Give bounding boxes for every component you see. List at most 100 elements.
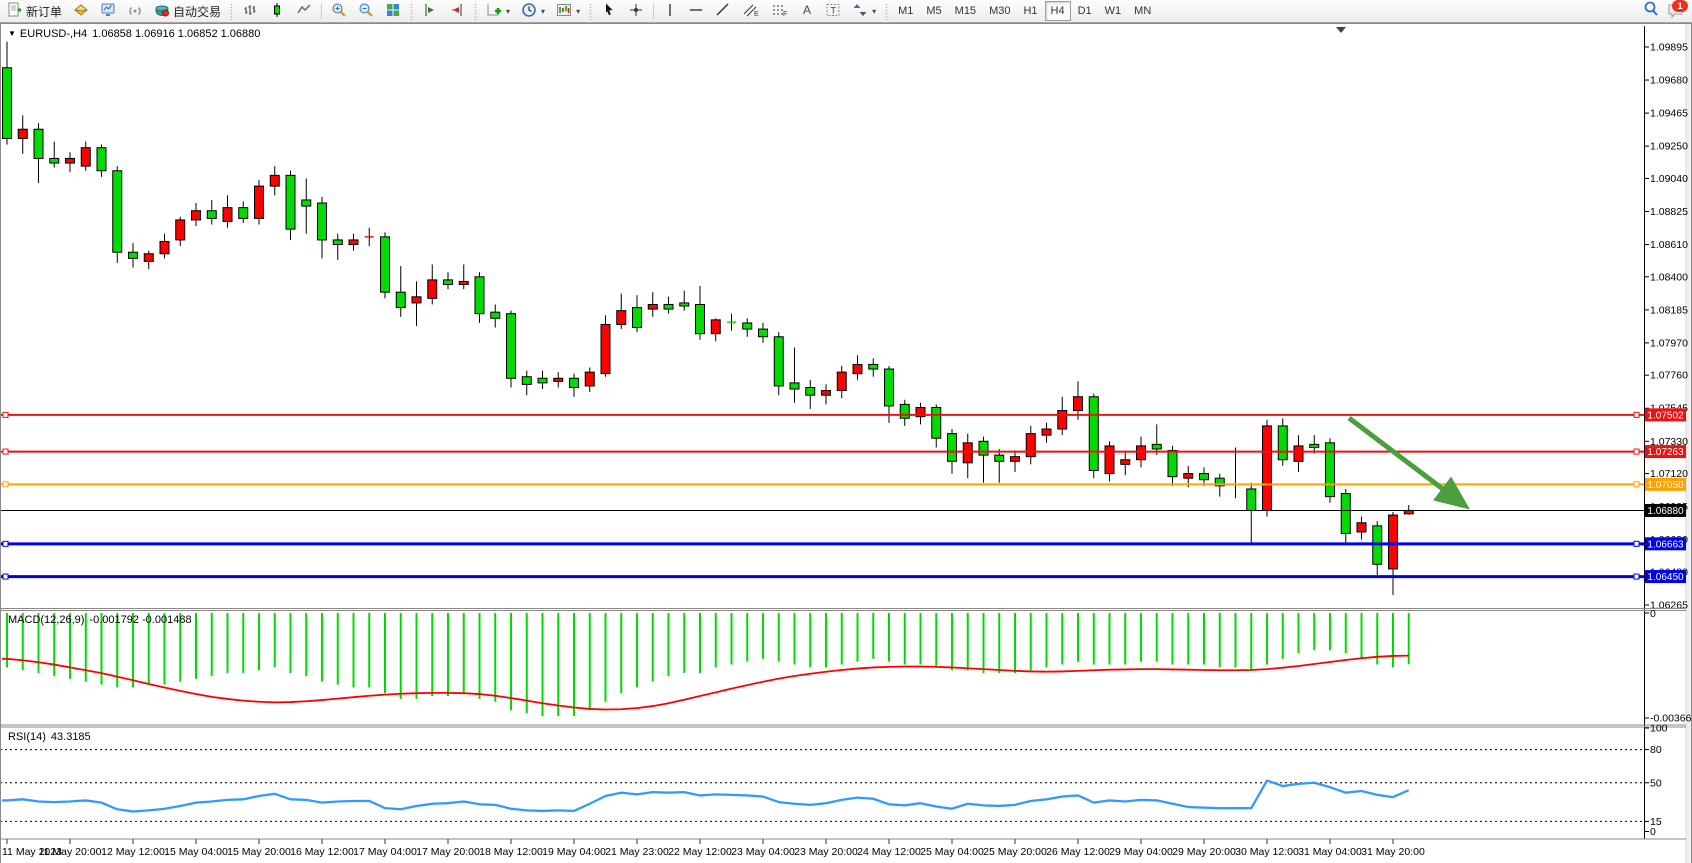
price-tick-label: 1.07760 [1650, 370, 1688, 382]
signal-button[interactable] [122, 0, 148, 22]
price-line-label [1645, 445, 1686, 459]
timeframe-w1-button[interactable]: W1 [1104, 5, 1122, 17]
trend-arrow-annotation[interactable] [1347, 416, 1470, 510]
time-tick-label: 25 May 04:00 [920, 846, 984, 858]
timeframe-mn-button[interactable]: MN [1134, 5, 1152, 17]
zoom-in-button[interactable] [326, 0, 352, 22]
indicators-button[interactable]: ▾ [481, 0, 515, 22]
time-tick-label: 22 May 12:00 [668, 846, 732, 858]
time-tick-label: 31 May 04:00 [1298, 846, 1362, 858]
arrows-icon [852, 2, 868, 21]
timeframe-d1-button[interactable]: D1 [1077, 5, 1092, 17]
toolbar-grip [409, 2, 415, 20]
price-tick-label: 1.09680 [1650, 75, 1688, 87]
notifications-button[interactable]: 1 [1666, 0, 1688, 21]
crosshair-button[interactable] [623, 0, 649, 22]
arrows-button[interactable]: ▾ [847, 0, 881, 22]
chevron-down-icon: ▾ [576, 6, 581, 16]
fibonacci-button[interactable]: F [766, 0, 794, 22]
timeframe-m1-button[interactable]: M1 [898, 5, 914, 17]
chart-shift-icon [422, 2, 438, 21]
equidistant-channel-button[interactable]: E [737, 0, 765, 22]
price-line-label [1645, 408, 1686, 422]
time-tick-label: 30 May 12:00 [1235, 846, 1299, 858]
template-icon [556, 2, 572, 21]
horizontal-line[interactable]: 1.07050 [0, 477, 1686, 491]
fibonacci-icon: F [771, 2, 789, 21]
timeframe-h1-button[interactable]: H1 [1023, 5, 1038, 17]
svg-text:E: E [754, 11, 759, 18]
time-tick-label: 31 May 20:00 [1361, 846, 1425, 858]
auto-scroll-icon [449, 2, 465, 21]
vertical-line-button[interactable] [658, 0, 682, 22]
chart-shift-marker[interactable] [1336, 27, 1346, 33]
toolbar-separator [321, 3, 323, 19]
time-tick-label: 23 May 04:00 [731, 846, 795, 858]
horizontal-line[interactable]: 1.06880 [0, 503, 1686, 517]
price-line-label [1645, 477, 1686, 491]
price-line-label [1645, 570, 1686, 584]
timeframe-h4-button[interactable]: H4 [1044, 1, 1071, 21]
rsi-axis-label: 50 [1650, 777, 1662, 789]
time-tick-label: 15 May 04:00 [164, 846, 228, 858]
price-tick-label: 1.09465 [1650, 108, 1688, 120]
gold-button[interactable] [68, 0, 94, 22]
time-tick-label: 26 May 12:00 [1046, 846, 1110, 858]
tile-windows-button[interactable] [380, 0, 406, 22]
horizontal-line[interactable]: 1.06663 [0, 537, 1686, 551]
trendline-icon [715, 2, 731, 21]
price-tick-label: 1.07120 [1650, 468, 1688, 480]
rsi-axis-label: 15 [1650, 816, 1662, 828]
horizontal-line[interactable]: 1.07263 [0, 445, 1686, 459]
text-icon: A [800, 2, 814, 21]
cursor-icon [601, 2, 617, 21]
price-tick-label: 1.09250 [1650, 141, 1688, 153]
periods-button[interactable]: ▾ [516, 0, 550, 22]
toolbar-grip [229, 2, 235, 20]
timeframe-m15-button[interactable]: M15 [954, 5, 977, 17]
search-icon[interactable] [1642, 0, 1660, 23]
price-chart-canvas[interactable]: 1.09895 1.09680 1.09465 1.09250 1.09040 1.088… [0, 22, 1692, 863]
candlestick-series [2, 41, 1414, 596]
zoom-out-button[interactable] [353, 0, 379, 22]
time-tick-label: 15 May 20:00 [227, 846, 291, 858]
line-chart-button[interactable] [291, 0, 317, 22]
gold-ingot-icon [73, 2, 89, 21]
cursor-button[interactable] [596, 0, 622, 22]
price-line-label-text: 1.06880 [1647, 506, 1684, 517]
templates-button[interactable]: ▾ [551, 0, 585, 22]
macd-panel: 0 -0.003666 [2, 608, 1692, 724]
horizontal-line-button[interactable] [683, 0, 709, 22]
svg-text:T: T [831, 5, 837, 15]
time-tick-label: 12 May 12:00 [101, 846, 165, 858]
price-line-label-text: 1.06663 [1647, 539, 1684, 550]
toolbar-grip [473, 2, 479, 20]
text-label-button[interactable]: T [820, 0, 846, 22]
chart-shift-button[interactable] [417, 0, 443, 22]
zoom-out-icon [358, 2, 374, 21]
candlestick-chart-button[interactable] [264, 0, 290, 22]
text-label-icon: T [825, 2, 841, 21]
price-tick-label: 1.08825 [1650, 206, 1688, 218]
terminal-button[interactable] [95, 0, 121, 22]
time-tick-label: 25 May 20:00 [983, 846, 1047, 858]
notification-badge: 1 [1672, 0, 1688, 12]
trendline-button[interactable] [710, 0, 736, 22]
horizontal-line[interactable]: 1.06450 [0, 570, 1686, 584]
horizontal-line[interactable]: 1.07502 [0, 408, 1686, 422]
horizontal-line-icon [688, 2, 704, 21]
price-line-label [1645, 537, 1686, 551]
bar-chart-button[interactable] [237, 0, 263, 22]
auto-scroll-button[interactable] [444, 0, 470, 22]
timeframe-m5-button[interactable]: M5 [926, 5, 942, 17]
time-tick-label: 24 May 12:00 [857, 846, 921, 858]
timeframe-m30-button[interactable]: M30 [989, 5, 1011, 17]
toolbar-separator [653, 3, 655, 19]
text-button[interactable]: A [795, 0, 819, 22]
monitor-icon [100, 2, 116, 21]
auto-trading-icon [154, 2, 170, 21]
auto-trading-button[interactable]: 自动交易 [149, 0, 226, 22]
new-order-button[interactable]: 新订单 [2, 0, 67, 22]
time-tick-label: 23 May 20:00 [794, 846, 858, 858]
